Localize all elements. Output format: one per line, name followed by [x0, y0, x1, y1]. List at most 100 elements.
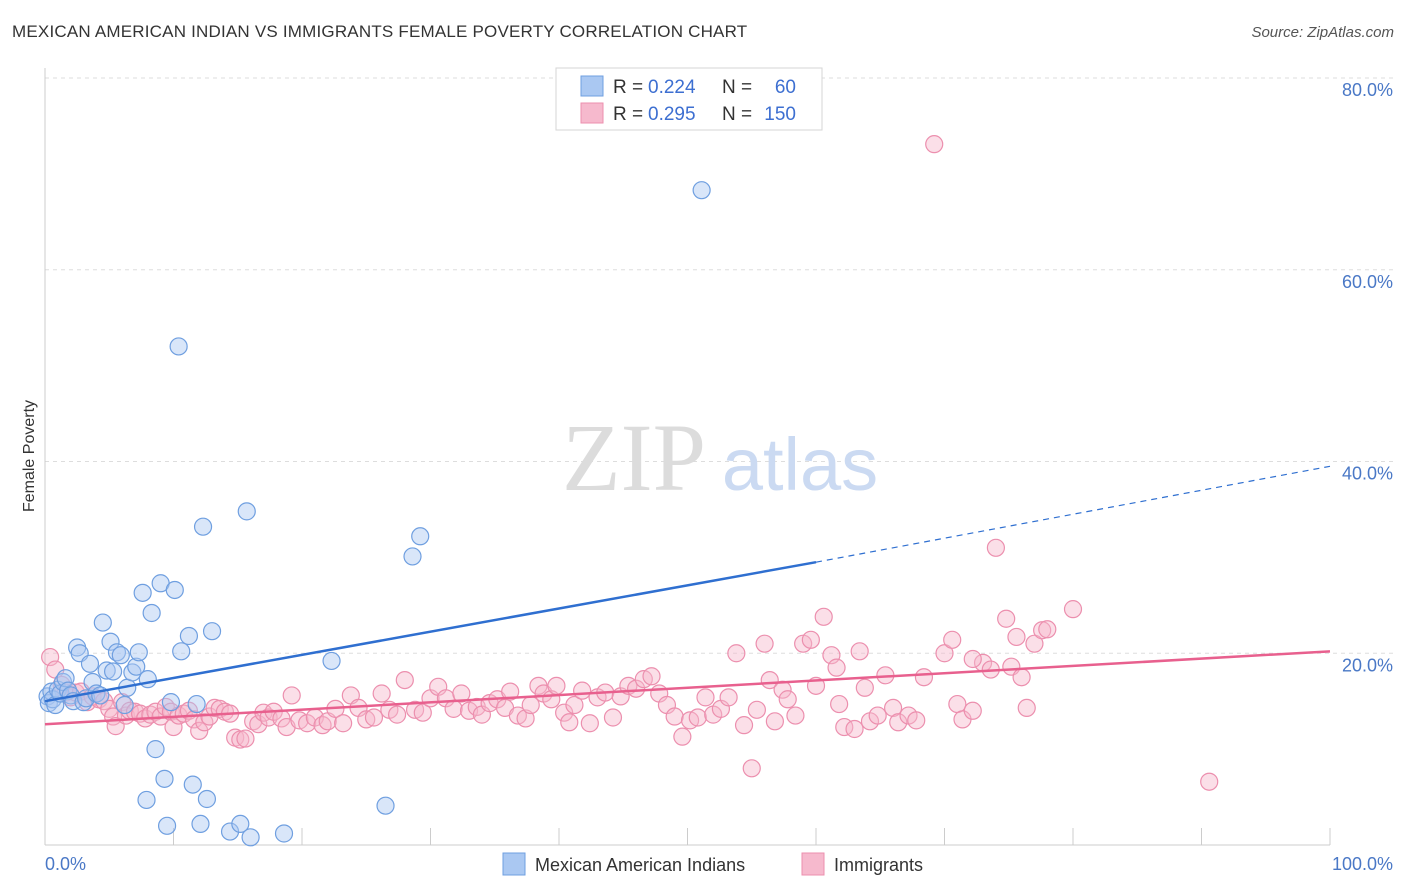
- immigrants-point-109: [742, 759, 761, 778]
- immigrants-point-147: [1012, 668, 1031, 687]
- mexican-american-indians-point-47: [197, 789, 217, 809]
- y-axis-label: Female Poverty: [21, 400, 38, 512]
- mexican-american-indians-point-45: [191, 814, 210, 834]
- immigrants-point-116: [786, 706, 805, 725]
- watermark: ZIP atlas: [562, 404, 878, 511]
- immigrants-point-108: [734, 716, 754, 735]
- immigrants-point-122: [827, 658, 846, 677]
- y-tick-label-60: 60.0%: [1342, 272, 1393, 292]
- immigrants-point-88: [580, 714, 599, 733]
- immigrants-point-47: [282, 686, 301, 705]
- immigrants-point-99: [665, 707, 684, 726]
- y-tick-label-40: 40.0%: [1342, 464, 1393, 484]
- mexican-american-indians-point-20: [93, 613, 112, 632]
- immigrants-point-134: [907, 711, 926, 730]
- bottom-legend-swatch-pink: [801, 852, 825, 876]
- immigrants-point-76: [501, 682, 520, 701]
- immigrants-point-135: [914, 668, 934, 687]
- immigrants-point-61: [387, 705, 407, 724]
- mexican-american-indians-point-50: [231, 814, 250, 834]
- immigrants-point-68: [444, 699, 463, 718]
- immigrants-point-43: [259, 708, 278, 727]
- immigrants-point-126: [850, 642, 869, 661]
- mexican-american-indians-point-32: [138, 670, 157, 689]
- immigrants-point-120: [814, 607, 833, 626]
- immigrants-point-148: [1017, 698, 1036, 717]
- legend-n-label-2: N =: [722, 104, 752, 125]
- blue-trend-line-extension: [815, 465, 1331, 563]
- mexican-american-indians-point-59: [137, 790, 156, 810]
- immigrants-point-151: [1038, 620, 1057, 639]
- immigrants-point-136: [925, 135, 944, 154]
- immigrants-point-84: [555, 703, 574, 722]
- immigrants-point-125: [845, 719, 864, 739]
- mexican-american-indians-point-58: [692, 181, 711, 200]
- bottom-legend-swatch-blue: [502, 852, 526, 876]
- immigrants-point-31: [195, 713, 214, 732]
- mexican-american-indians-point-16: [80, 654, 100, 673]
- immigrants-point-139: [948, 694, 967, 714]
- y-tick-label-80: 80.0%: [1342, 80, 1393, 100]
- mexican-american-indians-point-56: [403, 547, 422, 566]
- immigrants-point-78: [516, 709, 535, 728]
- immigrants-point-58: [364, 708, 384, 727]
- immigrants-point-59: [372, 684, 391, 703]
- immigrants-point-113: [765, 712, 784, 731]
- immigrants-point-62: [395, 670, 414, 690]
- mexican-american-indians-point-9: [59, 681, 78, 700]
- immigrants-point-38: [231, 730, 250, 749]
- immigrants-point-39: [236, 729, 255, 748]
- mexican-american-indians-point-36: [155, 769, 174, 788]
- mexican-american-indians-point-42: [179, 626, 199, 646]
- immigrants-point-149: [1025, 634, 1044, 653]
- mexican-american-indians-point-48: [202, 622, 222, 641]
- legend-n-label-1: N =: [722, 77, 752, 98]
- mexican-american-indians-point-30: [129, 643, 148, 662]
- mexican-american-indians-point-17: [83, 672, 102, 692]
- mexican-american-indians-point-25: [111, 646, 130, 665]
- immigrants-points: [41, 135, 1219, 791]
- mexican-american-indians-point-44: [187, 694, 206, 714]
- mexican-american-indians-point-54: [322, 651, 341, 671]
- immigrants-point-103: [696, 688, 715, 707]
- mexican-american-indians-point-23: [104, 662, 123, 681]
- immigrants-point-86: [565, 695, 584, 715]
- y-tick-label-20: 20.0%: [1342, 655, 1393, 675]
- immigrants-point-154: [986, 538, 1006, 557]
- legend-swatch-pink: [580, 102, 604, 124]
- mexican-american-indians-point-51: [241, 828, 260, 847]
- immigrants-point-30: [190, 721, 209, 741]
- grid-lines: [45, 77, 1393, 654]
- immigrants-point-129: [868, 706, 887, 725]
- watermark-zip: ZIP: [562, 404, 706, 511]
- immigrants-point-91: [603, 708, 623, 727]
- immigrants-point-25: [164, 717, 183, 737]
- legend-r-label-2: R =: [613, 104, 643, 125]
- immigrants-point-137: [935, 644, 954, 663]
- immigrants-point-94: [626, 679, 646, 698]
- top-legend: R = 0.224 N = 60 R = 0.295 N = 150: [555, 67, 823, 131]
- immigrants-point-111: [755, 634, 774, 653]
- blue-trend-line: [44, 560, 817, 703]
- mexican-american-indians-point-52: [237, 502, 256, 521]
- immigrants-point-141: [963, 701, 982, 720]
- immigrants-point-69: [452, 684, 471, 703]
- immigrants-point-115: [778, 690, 797, 709]
- immigrants-point-54: [334, 714, 353, 733]
- immigrants-point-27: [174, 704, 193, 723]
- immigrants-point-110: [747, 700, 766, 719]
- immigrants-point-87: [573, 681, 592, 700]
- mexican-american-indians-point-22: [101, 632, 120, 651]
- mexican-american-indians-point-41: [172, 642, 191, 661]
- immigrants-point-153: [1200, 772, 1219, 791]
- legend-n-value-2: 150: [764, 104, 796, 125]
- mexican-american-indians-point-31: [133, 583, 152, 602]
- immigrants-point-107: [727, 644, 746, 663]
- mexican-american-indians-point-26: [115, 695, 134, 715]
- mexican-american-indians-point-53: [274, 824, 294, 843]
- immigrants-point-131: [883, 698, 903, 717]
- immigrants-point-64: [413, 703, 432, 722]
- pink-trend-line: [44, 650, 1331, 726]
- legend-swatch-blue: [580, 75, 604, 97]
- mexican-american-indians-point-21: [97, 661, 116, 680]
